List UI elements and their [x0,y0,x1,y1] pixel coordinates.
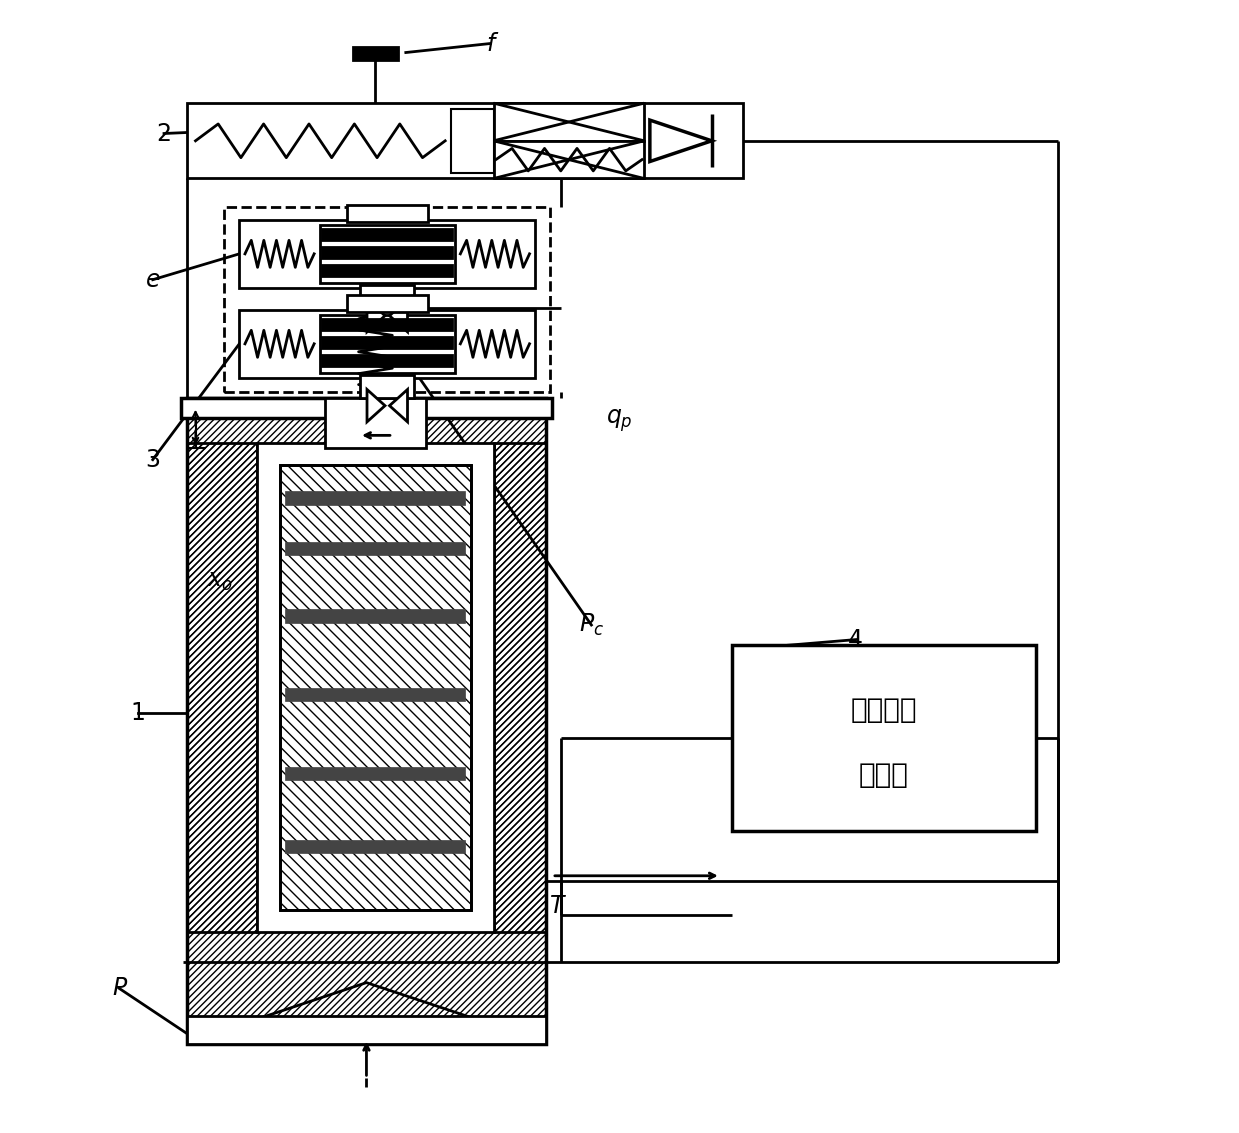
Bar [322,355,452,366]
Polygon shape [389,390,408,421]
Text: 数字流量: 数字流量 [850,696,917,724]
Bar [361,286,414,308]
Bar [223,206,550,392]
Text: 2: 2 [156,121,171,145]
Bar [732,645,1036,830]
Bar [322,320,452,331]
Bar [325,398,426,449]
Bar [187,103,743,179]
Bar [322,338,452,348]
Text: 补偿器: 补偿器 [859,761,908,789]
Polygon shape [389,299,408,332]
Text: $x_o$: $x_o$ [207,569,233,593]
Bar [187,398,546,1045]
Polygon shape [650,120,711,162]
Bar [322,265,452,276]
Text: 1: 1 [130,700,145,725]
Polygon shape [367,299,385,332]
Bar [285,840,466,853]
Bar [187,398,546,1045]
Text: $q_p$: $q_p$ [606,407,633,434]
Bar [285,688,466,701]
Bar [361,375,414,398]
Bar [493,140,644,179]
Bar [320,224,455,283]
Polygon shape [367,390,385,421]
Bar [239,310,535,377]
Bar [347,205,427,222]
Bar [187,1016,546,1045]
Bar [322,247,452,258]
Bar [285,542,466,555]
Bar [280,466,471,910]
Text: 4: 4 [849,628,864,651]
Bar [285,610,466,623]
Bar [353,46,398,60]
Bar [451,109,493,173]
Bar [285,767,466,781]
Text: e: e [145,267,160,291]
Bar [322,229,452,240]
Bar [347,296,427,313]
Bar [181,398,553,418]
Bar [280,466,471,910]
Text: f: f [486,32,494,56]
Bar [320,315,455,373]
Text: $P_c$: $P_c$ [579,612,603,638]
Bar [493,443,546,932]
Text: 3: 3 [145,448,160,471]
Text: T: T [550,894,565,918]
Bar [187,443,258,932]
Bar [493,103,644,140]
Bar [239,220,535,288]
Text: P: P [112,977,126,1000]
Polygon shape [198,982,535,1039]
Bar [258,443,493,932]
Bar [285,491,466,504]
